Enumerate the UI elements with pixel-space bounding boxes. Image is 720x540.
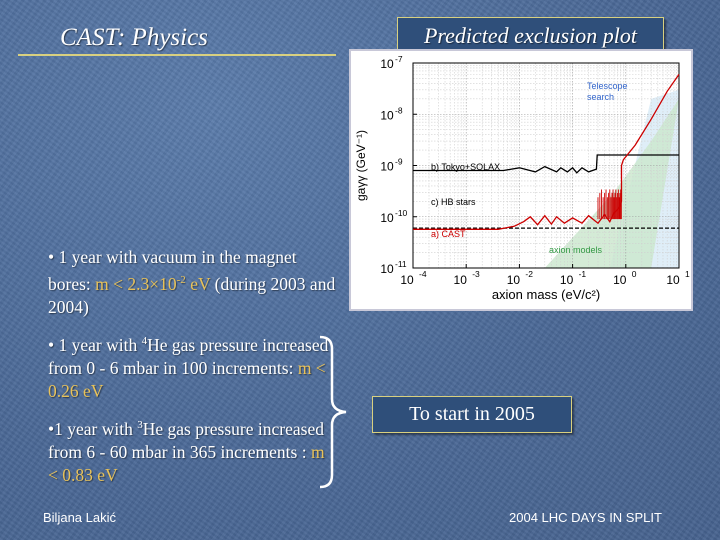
bullet-he4: • 1 year with 4He gas pressure increased… [48,330,338,403]
plot-heading: Predicted exclusion plot [397,17,664,54]
bullet-he3: •1 year with 3He gas pressure increased … [48,414,338,487]
title-underline [18,54,336,56]
x-tick-exponent: -1 [579,269,587,279]
slide-title: CAST: Physics [60,24,208,51]
y-tick-exponent: -10 [395,208,408,218]
y-tick-label: 10 [380,160,394,174]
footer-author: Biljana Lakić [43,510,116,525]
bullet-he3-prefix: •1 year with [48,418,138,439]
bullet-he4-middle: He gas pressure increased from 0 - 6 mba… [48,334,329,378]
series-line-0 [413,154,679,174]
y-tick-label: 10 [380,262,394,276]
annotation-label: axion models [549,245,603,255]
annotation-label: a) CAST [431,229,466,239]
annotation-label: search [587,92,614,102]
bullet-he3-mass-limit: m < 0.83 eV [48,441,325,485]
y-tick-exponent: -7 [395,54,403,64]
bullet-vacuum-mass-limit: m < 2.3×10 [95,273,177,294]
x-tick-exponent: 1 [685,269,690,279]
bullet-vacuum-suffix: (during 2003 and 2004) [48,273,336,317]
bullet-he4-prefix: • 1 year with [48,334,142,355]
x-tick-exponent: -2 [525,269,533,279]
bullet-vacuum-unit: eV [185,273,211,294]
bullet-he4-mass-limit: m < 0.26 eV [48,357,326,401]
y-tick-exponent: -9 [395,157,403,167]
bullet-he3-isotope: 3 [137,419,143,431]
y-tick-label: 10 [380,211,394,225]
axion-models-band [544,98,679,269]
x-tick-exponent: -3 [472,269,480,279]
bullet-vacuum-prefix: • 1 year with vacuum in the magnet bores… [48,247,297,294]
x-tick-exponent: -4 [419,269,427,279]
right-brace-icon [319,335,347,489]
start-note: To start in 2005 [372,396,572,433]
exclusion-plot: 10 -4 10 -3 10 -2 10 -1 10 0 10 1 10 -7 10 -8 10 -9 10 -10 1… [349,49,693,311]
x-tick-label: 10 [560,273,574,287]
bullet-he4-isotope: 4 [141,335,148,347]
x-tick-label: 10 [507,273,521,287]
y-axis-label: gaγγ (GeV⁻¹) [354,130,368,201]
x-tick-exponent: 0 [632,269,637,279]
annotation-label: b) Tokyo+SOLAX [431,162,500,172]
annotation-label: Telescope [587,81,628,91]
bullet-he3-middle: He gas pressure increased from 6 - 60 mb… [48,418,324,462]
footer-event: 2004 LHC DAYS IN SPLIT [509,510,662,525]
y-tick-label: 10 [380,108,394,122]
x-tick-label: 10 [666,273,680,287]
annotation-label: c) HB stars [431,197,476,207]
y-tick-exponent: -11 [395,259,407,269]
bullet-vacuum-exponent: -2 [176,274,186,286]
series-line-2 [413,74,680,230]
x-tick-label: 10 [454,273,468,287]
exclusion-plot-svg: 10 -4 10 -3 10 -2 10 -1 10 0 10 110 -710 -810 -910 -101… [354,54,690,302]
x-tick-label: 10 [613,273,627,287]
y-tick-exponent: -8 [395,105,403,115]
y-tick-label: 10 [380,57,394,71]
bullet-vacuum: • 1 year with vacuum in the magnet bores… [48,246,338,319]
x-axis-label: axion mass (eV/c²) [492,287,600,302]
x-tick-label: 10 [400,273,414,287]
